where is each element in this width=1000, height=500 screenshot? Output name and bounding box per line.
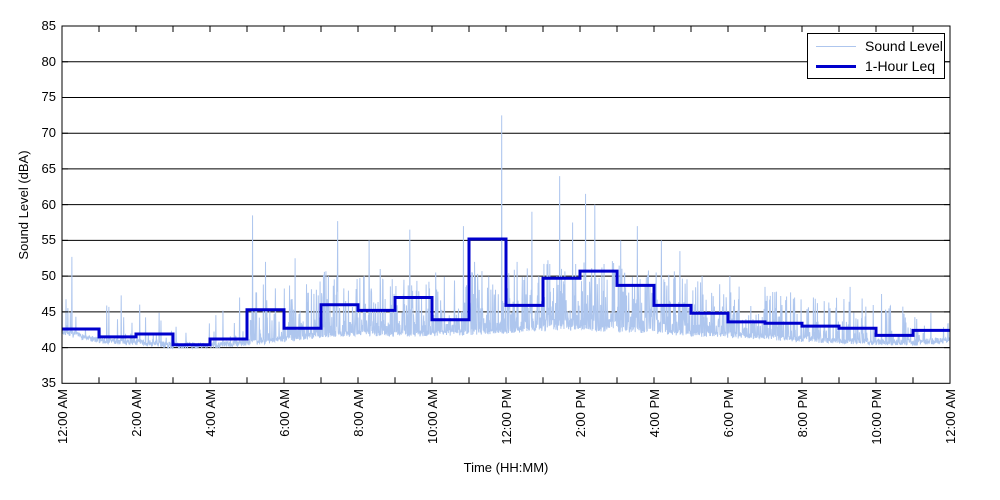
y-tick-label: 45 (41, 303, 56, 319)
y-tick-label: 40 (41, 339, 56, 355)
y-tick-label: 75 (41, 89, 56, 105)
y-tick-label: 35 (41, 375, 56, 391)
legend-line-sample-leq (816, 64, 856, 68)
axis-tick-marks (62, 26, 950, 384)
y-tick-label: 65 (41, 160, 56, 176)
x-tick-label: 6:00 PM (720, 389, 736, 438)
y-tick-label: 70 (41, 125, 56, 141)
x-tick-label: 2:00 PM (572, 389, 588, 438)
y-tick-label: 55 (41, 232, 56, 248)
x-tick-label: 8:00 AM (350, 389, 366, 437)
y-tick-label: 50 (41, 268, 56, 284)
legend-entry-leq: 1-Hour Leq (808, 56, 944, 76)
x-tick-label: 10:00 PM (868, 389, 884, 445)
legend: Sound Level 1-Hour Leq (807, 33, 945, 79)
x-tick-label: 4:00 PM (646, 389, 662, 438)
x-tick-label: 12:00 AM (54, 389, 70, 444)
x-tick-label: 2:00 AM (128, 389, 144, 437)
legend-label-leq: 1-Hour Leq (865, 58, 936, 74)
one-hour-leq-step-line (62, 237, 950, 347)
x-tick-label: 8:00 PM (794, 389, 810, 438)
y-tick-label: 60 (41, 196, 56, 212)
legend-label-sound-level: Sound Level (865, 38, 943, 54)
x-tick-label: 10:00 AM (424, 389, 440, 444)
y-axis-title: Sound Level (dBA) (16, 150, 31, 260)
legend-line-sample-sound-level (816, 45, 856, 47)
x-tick-label: 4:00 AM (202, 389, 218, 437)
legend-entry-sound-level: Sound Level (808, 36, 944, 56)
x-tick-label: 12:00 AM (942, 389, 958, 444)
x-tick-label: 6:00 AM (276, 389, 292, 437)
sound-level-trace (61, 115, 951, 350)
y-tick-label: 85 (41, 18, 56, 33)
x-tick-label: 12:00 PM (498, 389, 514, 445)
y-tick-label: 80 (41, 53, 56, 69)
x-axis-title: Time (HH:MM) (463, 460, 549, 475)
